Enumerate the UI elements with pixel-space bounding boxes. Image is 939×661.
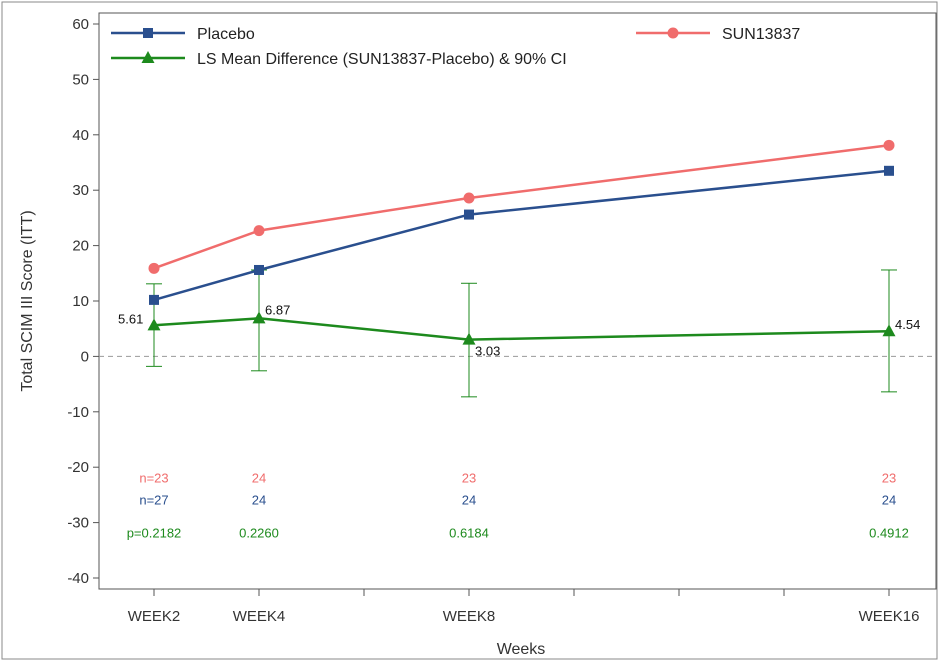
x-axis-title: Weeks bbox=[497, 641, 546, 658]
n-count-label: 23 bbox=[882, 470, 896, 485]
n-counts: n=23 24 23 23 n=27 24 24 24 p=0.2182 0.2260 0.6184… bbox=[127, 470, 909, 540]
data-point-circle bbox=[883, 139, 895, 151]
data-labels: 5.61 6.87 3.03 4.54 bbox=[118, 302, 920, 358]
data-point-triangle bbox=[147, 318, 161, 331]
n-count-label: 24 bbox=[882, 492, 896, 507]
n-count-label: p=0.2182 bbox=[127, 526, 182, 541]
data-point-square bbox=[254, 264, 264, 275]
y-tick-label: 20 bbox=[72, 238, 89, 255]
data-point-circle bbox=[253, 225, 265, 237]
n-count-label: 0.6184 bbox=[449, 526, 489, 541]
y-tick-label: -40 bbox=[67, 570, 89, 587]
y-tick-label: 50 bbox=[72, 71, 89, 88]
y-tick-label: 30 bbox=[72, 182, 89, 199]
n-count-label: 24 bbox=[252, 470, 266, 485]
data-point-square bbox=[149, 294, 159, 305]
n-count-label: 23 bbox=[462, 470, 476, 485]
series-lines bbox=[153, 144, 890, 341]
difference-data-label: 5.61 bbox=[118, 311, 143, 326]
y-tick-label: -30 bbox=[67, 515, 89, 532]
n-count-label: 24 bbox=[462, 492, 476, 507]
data-point-circle bbox=[667, 27, 679, 39]
y-tick-label: -10 bbox=[67, 404, 89, 421]
difference-data-label: 3.03 bbox=[475, 344, 500, 359]
data-point-triangle bbox=[462, 332, 476, 345]
n-count-label: 0.4912 bbox=[869, 526, 909, 541]
data-point-square bbox=[143, 28, 153, 38]
y-tick-label: 0 bbox=[81, 348, 89, 365]
data-point-triangle bbox=[252, 311, 266, 324]
n-count-label: 24 bbox=[252, 492, 266, 507]
data-point-square bbox=[464, 209, 474, 220]
legend-label: SUN13837 bbox=[722, 26, 800, 43]
y-tick-label: 60 bbox=[72, 16, 89, 33]
n-count-label: n=23 bbox=[139, 470, 168, 485]
x-tick-label: WEEK8 bbox=[443, 608, 496, 625]
series-line bbox=[153, 169, 890, 302]
series-line bbox=[153, 144, 890, 270]
data-point-square bbox=[884, 165, 894, 176]
n-count-label: n=27 bbox=[139, 492, 168, 507]
x-tick-label: WEEK16 bbox=[859, 608, 920, 625]
legend-label: LS Mean Difference (SUN13837-Placebo) & … bbox=[197, 51, 567, 68]
difference-data-label: 4.54 bbox=[895, 317, 920, 332]
n-count-label: 0.2260 bbox=[239, 526, 279, 541]
y-axis-title: Total SCIM III Score (ITT) bbox=[19, 210, 36, 391]
data-point-triangle bbox=[882, 324, 896, 337]
series-line bbox=[153, 317, 890, 341]
difference-data-label: 6.87 bbox=[265, 302, 290, 317]
data-point-circle bbox=[463, 192, 475, 204]
legend: Placebo SUN13837 LS Mean Difference (SUN13… bbox=[111, 26, 800, 68]
x-axis: WEEK2 WEEK4 WEEK8 WEEK16 bbox=[128, 589, 920, 625]
legend-label: Placebo bbox=[197, 26, 255, 43]
y-tick-label: -20 bbox=[67, 459, 89, 476]
x-tick-label: WEEK2 bbox=[128, 608, 181, 625]
x-tick-label: WEEK4 bbox=[233, 608, 286, 625]
data-point-circle bbox=[148, 262, 160, 274]
y-axis: 60 50 40 30 20 10 0 -10 -20 -30 -40 bbox=[67, 16, 99, 587]
series-markers bbox=[147, 139, 896, 345]
y-tick-label: 10 bbox=[72, 293, 89, 310]
data-point-triangle bbox=[141, 51, 155, 63]
y-tick-label: 40 bbox=[72, 127, 89, 144]
